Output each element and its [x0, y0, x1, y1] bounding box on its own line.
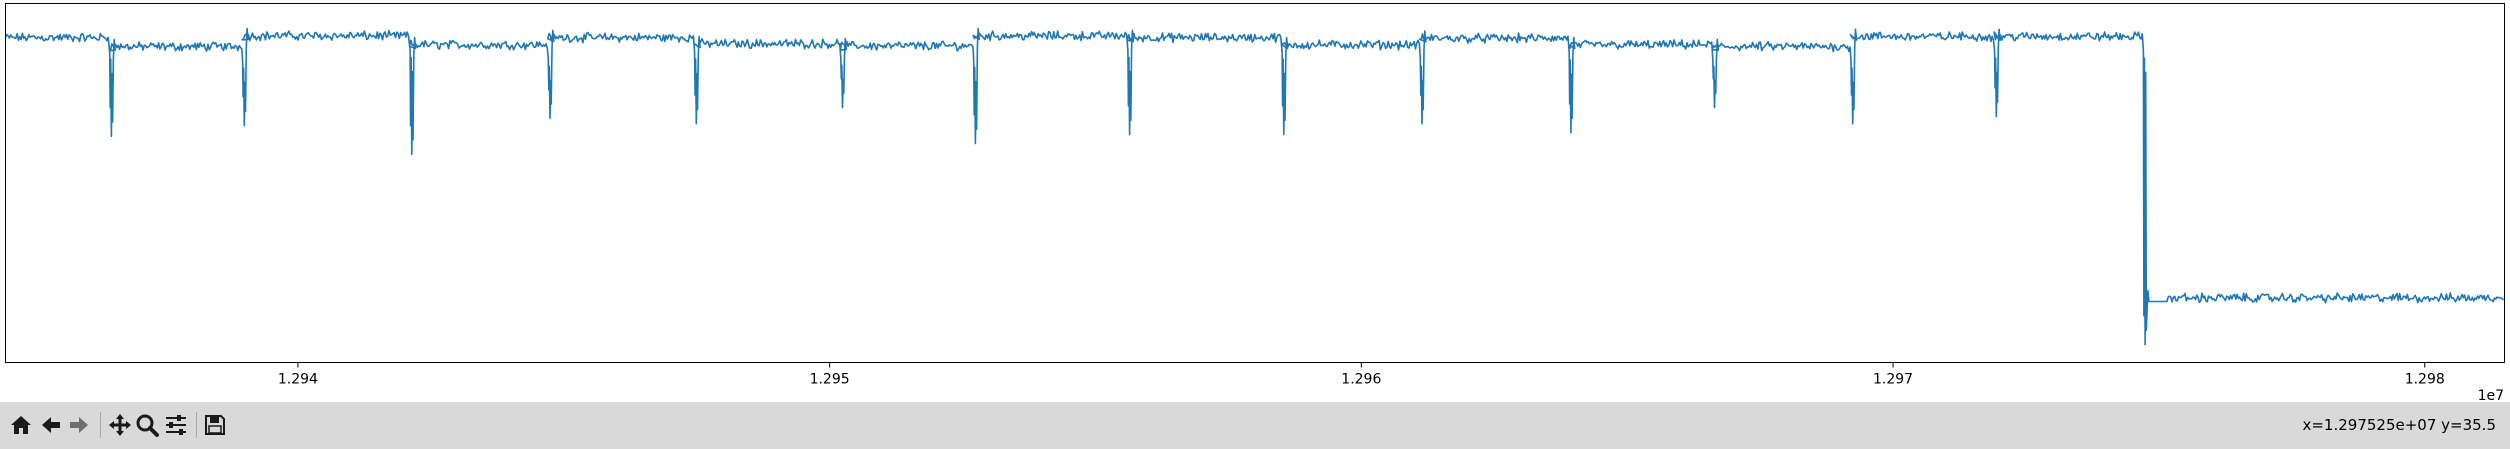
- cursor-coordinates: x=1.297525e+07 y=35.5: [2302, 416, 2496, 434]
- zoom-icon: [136, 414, 159, 437]
- navigation-toolbar: x=1.297525e+07 y=35.5: [0, 402, 2510, 449]
- arrow-left-icon: [42, 417, 60, 433]
- figure-canvas[interactable]: 1.294 1.295 1.296 1.297 1.298 1e7: [0, 0, 2510, 402]
- x-offset-label: 1e7: [2478, 388, 2504, 402]
- toolbar-separator: [100, 412, 101, 438]
- forward-button[interactable]: [65, 411, 93, 439]
- x-axis: 1.294 1.295 1.296 1.297 1.298: [278, 362, 2445, 388]
- back-button[interactable]: [37, 411, 65, 439]
- home-icon: [11, 416, 31, 434]
- home-button[interactable]: [7, 411, 35, 439]
- axes-frame: [5, 3, 2505, 363]
- move-icon: [109, 414, 131, 436]
- toolbar-separator: [196, 412, 197, 438]
- x-tick-label: 1.297: [1873, 372, 1913, 388]
- zoom-button[interactable]: [133, 411, 161, 439]
- plot-area[interactable]: 1.294 1.295 1.296 1.297 1.298 1e7: [0, 0, 2510, 402]
- pan-button[interactable]: [106, 411, 134, 439]
- floppy-disk-icon: [205, 415, 225, 435]
- series-line: [4, 27, 2505, 346]
- x-tick-label: 1.296: [1341, 372, 1381, 388]
- sliders-icon: [166, 415, 186, 435]
- figure-background: [0, 0, 2510, 402]
- x-tick-label: 1.294: [278, 372, 318, 388]
- series-group: [4, 27, 2505, 346]
- arrow-right-icon: [70, 417, 88, 433]
- x-tick-label: 1.298: [2405, 372, 2445, 388]
- save-button[interactable]: [201, 411, 229, 439]
- x-tick-label: 1.295: [810, 372, 850, 388]
- configure-button[interactable]: [162, 411, 190, 439]
